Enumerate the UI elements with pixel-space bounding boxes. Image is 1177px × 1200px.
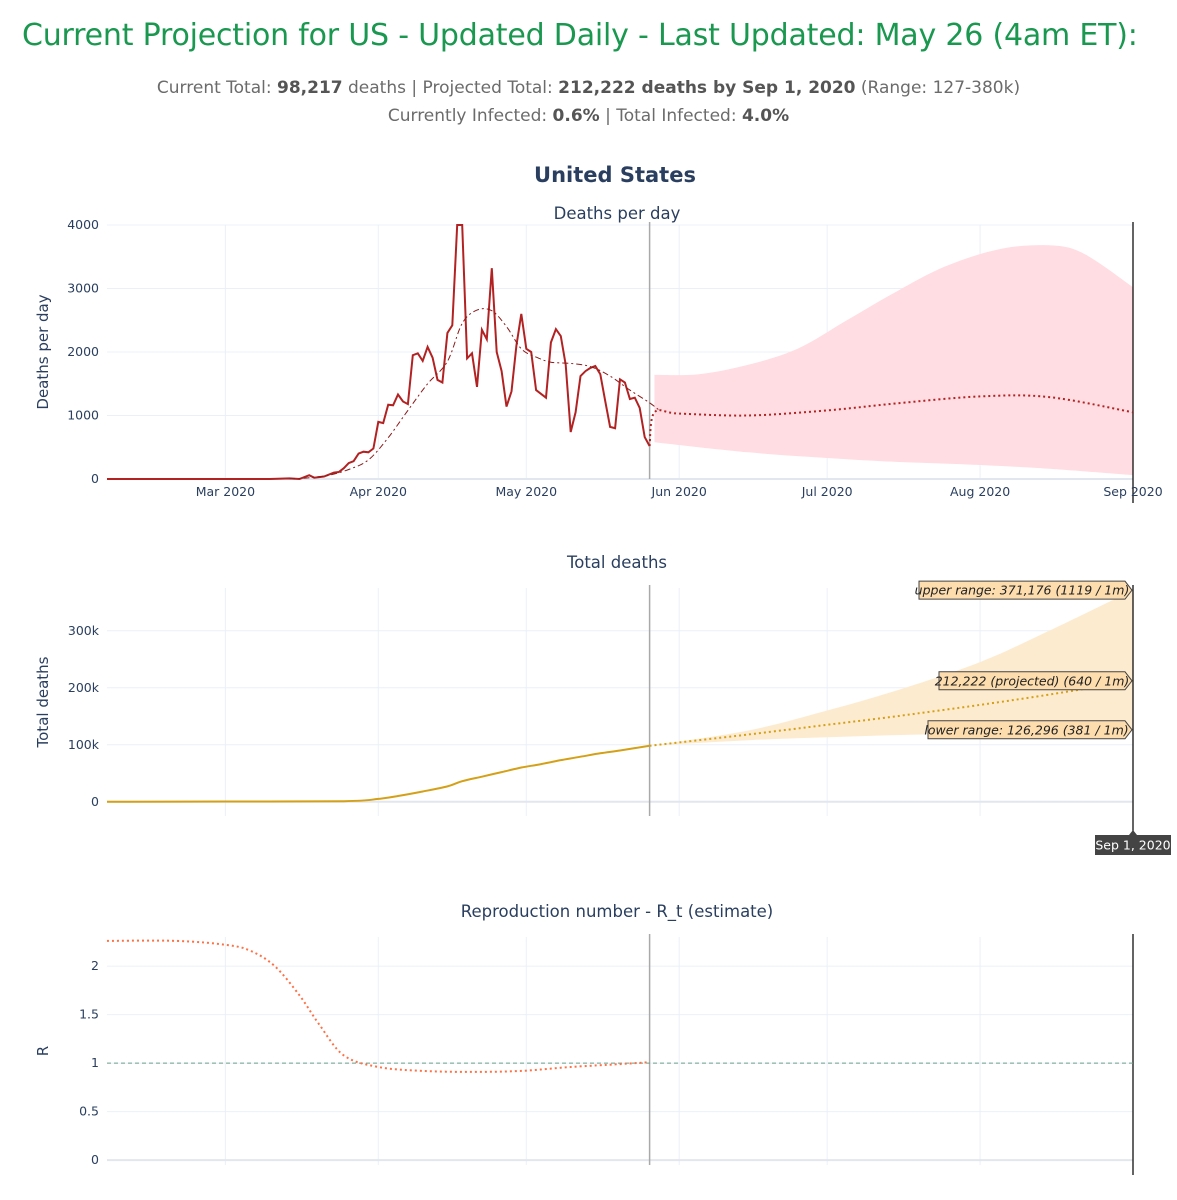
currently-infected-label: Currently Infected:: [387, 106, 553, 126]
subplot-title: Reproduction number - R_t (estimate): [461, 902, 773, 922]
page-title: Current Projection for US - Updated Dail…: [22, 18, 1138, 53]
y-axis-title: Deaths per day: [34, 294, 52, 409]
series-reproduction-number: [106, 939, 650, 1073]
annotation-text: 212,222 (projected) (640 / 1m): [935, 673, 1130, 688]
y-tick-label: 4000: [67, 217, 99, 232]
summary-line-deaths: Current Total: 98,217 deaths | Projected…: [0, 78, 1177, 98]
annotation-label: 212,222 (projected) (640 / 1m): [935, 671, 1133, 691]
y-tick-label: 300k: [68, 623, 100, 638]
hover-date-pointer: [1129, 830, 1137, 835]
hover-date-text: Sep 1, 2020: [1095, 838, 1170, 853]
uncertainty-band: [649, 590, 1133, 746]
y-tick-label: 100k: [68, 737, 100, 752]
y-tick-label: 1: [91, 1055, 99, 1070]
current-total-suffix: deaths | Projected Total:: [342, 78, 559, 98]
x-tick-label: Sep 2020: [1103, 484, 1162, 499]
y-tick-label: 2: [91, 958, 99, 973]
x-tick-label: Jul 2020: [801, 484, 853, 499]
y-tick-label: 1000: [67, 408, 99, 423]
annotation-text: lower range: 126,296 (381 / 1m): [924, 722, 1128, 737]
y-tick-label: 0: [91, 794, 99, 809]
y-tick-label: 0.5: [79, 1104, 99, 1119]
summary-line-infected: Currently Infected: 0.6% | Total Infecte…: [0, 106, 1177, 126]
subplot-title: Deaths per day: [554, 204, 681, 223]
y-tick-label: 0: [91, 471, 99, 486]
series-total-deaths: [106, 744, 650, 803]
chart-title: United States: [534, 163, 696, 187]
subplot-title: Total deaths: [566, 553, 667, 572]
projected-total-value: 212,222 deaths by Sep 1, 2020: [558, 78, 856, 98]
current-total-value: 98,217: [277, 78, 343, 98]
y-tick-label: 1.5: [79, 1007, 99, 1022]
y-tick-label: 0: [91, 1152, 99, 1167]
x-tick-label: Aug 2020: [950, 484, 1010, 499]
x-tick-label: Jun 2020: [651, 484, 707, 499]
total-infected-label: | Total Infected:: [599, 106, 742, 126]
hover-date-label: Sep 1, 2020: [1095, 830, 1171, 855]
hover-date-box: [1095, 835, 1171, 855]
annotation-box: [938, 671, 1133, 691]
series-projected-daily: [648, 394, 1134, 447]
x-tick-label: May 2020: [495, 484, 557, 499]
x-tick-label: Apr 2020: [350, 484, 407, 499]
current-total-label: Current Total:: [156, 78, 277, 98]
y-axis-title: Total deaths: [34, 656, 52, 748]
uncertainty-band: [654, 245, 1133, 476]
subplot-reproduction-number: Reproduction number - R_t (estimate) 0 0.5…: [34, 902, 1134, 1175]
y-tick-label: 2000: [67, 344, 99, 359]
annotation-label: upper range: 371,176 (1119 / 1m): [915, 580, 1133, 600]
currently-infected-value: 0.6%: [552, 106, 600, 126]
y-tick-label: 200k: [68, 680, 100, 695]
series-smoothed-average: [289, 308, 660, 480]
subplot-total-deaths: Total deaths 0 100k 200k 300k Total deaths upp…: [34, 553, 1171, 855]
annotation-box: [918, 580, 1133, 600]
y-axis-title: R: [34, 1046, 52, 1056]
x-tick-label: Mar 2020: [196, 484, 255, 499]
annotation-box: [927, 720, 1133, 740]
annotation-text: upper range: 371,176 (1119 / 1m): [915, 583, 1130, 598]
projected-range: (Range: 127-380k): [855, 78, 1021, 98]
y-tick-label: 3000: [67, 281, 99, 296]
annotation-label: lower range: 126,296 (381 / 1m): [924, 720, 1133, 740]
subplot-deaths-per-day: Deaths per day 0 1000 2000 3000 4000 Deaths pe…: [34, 204, 1163, 503]
total-infected-value: 4.0%: [741, 106, 790, 126]
series-daily-deaths: [107, 224, 651, 481]
